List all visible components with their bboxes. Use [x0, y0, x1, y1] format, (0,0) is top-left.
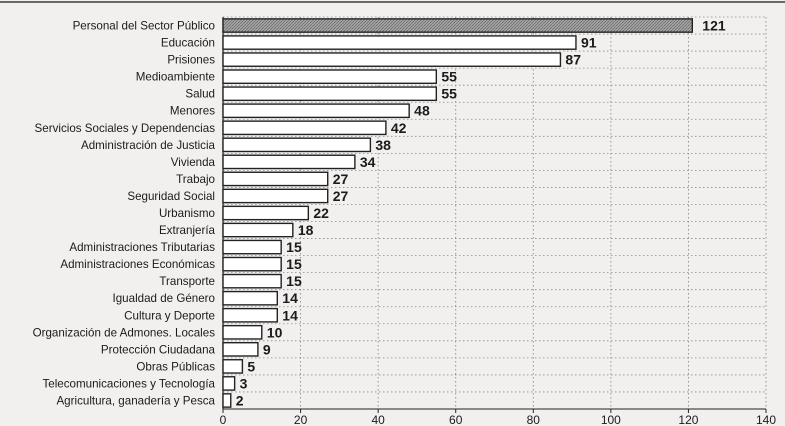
category-label: Telecomunicaciones y Tecnología — [42, 377, 215, 390]
bar — [222, 69, 438, 84]
category-label: Organización de Admones. Locales — [33, 326, 216, 339]
bar — [222, 18, 694, 33]
bar — [222, 52, 562, 67]
bar — [222, 171, 329, 187]
category-label: Transporte — [159, 275, 215, 288]
x-tick-label: 60 — [449, 413, 463, 426]
bar — [222, 342, 259, 357]
value-label: 9 — [263, 341, 271, 357]
value-label: 42 — [391, 120, 407, 136]
value-label: 15 — [286, 239, 302, 255]
value-label: 2 — [236, 392, 244, 408]
bar — [222, 324, 263, 340]
value-label: 48 — [414, 103, 430, 119]
value-label: 91 — [581, 35, 597, 51]
category-label: Administraciones Tributarias — [69, 241, 215, 254]
bar — [222, 222, 294, 238]
bar — [222, 103, 410, 119]
category-label: Vivienda — [171, 156, 216, 169]
bar — [222, 188, 329, 204]
value-label: 22 — [313, 205, 329, 221]
category-label: Urbanismo — [159, 207, 215, 220]
x-tick-label: 120 — [678, 413, 698, 426]
category-label: Obras Públicas — [136, 360, 215, 373]
bar — [222, 307, 278, 323]
bar — [222, 239, 282, 255]
category-label: Menores — [170, 105, 215, 118]
value-labels: 1219187555548423834272722181515151414109… — [236, 18, 726, 409]
value-label: 87 — [565, 52, 581, 68]
category-label: Seguridad Social — [127, 190, 215, 203]
value-label: 18 — [298, 222, 314, 238]
value-label: 34 — [360, 154, 376, 170]
category-label: Extranjería — [159, 224, 216, 237]
category-label: Agricultura, ganadería y Pesca — [56, 394, 215, 407]
bar — [222, 256, 282, 272]
value-label: 3 — [240, 375, 248, 391]
category-label: Administraciones Económicas — [60, 258, 215, 271]
value-label: 55 — [441, 86, 457, 102]
x-tick-label: 40 — [371, 413, 385, 426]
category-label: Medioambiente — [136, 71, 215, 84]
bar — [222, 376, 236, 391]
bars — [222, 18, 694, 408]
value-label: 27 — [333, 171, 349, 187]
bar — [222, 359, 244, 374]
category-label: Personal del Sector Público — [73, 20, 215, 33]
x-tick-label: 80 — [527, 413, 541, 426]
bar — [222, 35, 577, 50]
category-label: Igualdad de Género — [113, 292, 216, 305]
value-label: 55 — [441, 69, 457, 85]
value-label: 121 — [702, 18, 726, 34]
x-tick-label: 0 — [220, 413, 227, 426]
value-label: 14 — [282, 290, 298, 306]
category-labels: Personal del Sector Público Educación Pris… — [33, 20, 216, 408]
bar — [222, 273, 282, 289]
category-label: Servicios Sociales y Dependencias — [35, 122, 216, 135]
category-label: Protección Ciudadana — [101, 343, 216, 356]
bar — [222, 120, 387, 136]
value-label: 15 — [286, 256, 302, 272]
category-label: Prisiones — [167, 54, 215, 67]
x-tick-label: 100 — [601, 413, 621, 426]
x-tick-label: 140 — [756, 413, 776, 426]
category-label: Administración de Justicia — [81, 139, 216, 152]
value-label: 10 — [267, 324, 283, 340]
category-label: Trabajo — [176, 173, 215, 186]
category-label: Cultura y Deporte — [124, 309, 215, 322]
category-label: Salud — [185, 88, 215, 101]
value-label: 15 — [286, 273, 302, 289]
bar — [222, 205, 310, 221]
x-tick-label: 20 — [294, 413, 308, 426]
value-label: 38 — [375, 137, 391, 153]
bar — [222, 137, 372, 153]
bar — [222, 393, 232, 408]
bar — [222, 86, 438, 102]
bar — [222, 290, 278, 306]
bar — [222, 154, 356, 170]
value-label: 5 — [247, 358, 255, 374]
value-label: 27 — [333, 188, 349, 204]
value-label: 14 — [282, 307, 298, 323]
category-label: Educación — [161, 37, 215, 50]
